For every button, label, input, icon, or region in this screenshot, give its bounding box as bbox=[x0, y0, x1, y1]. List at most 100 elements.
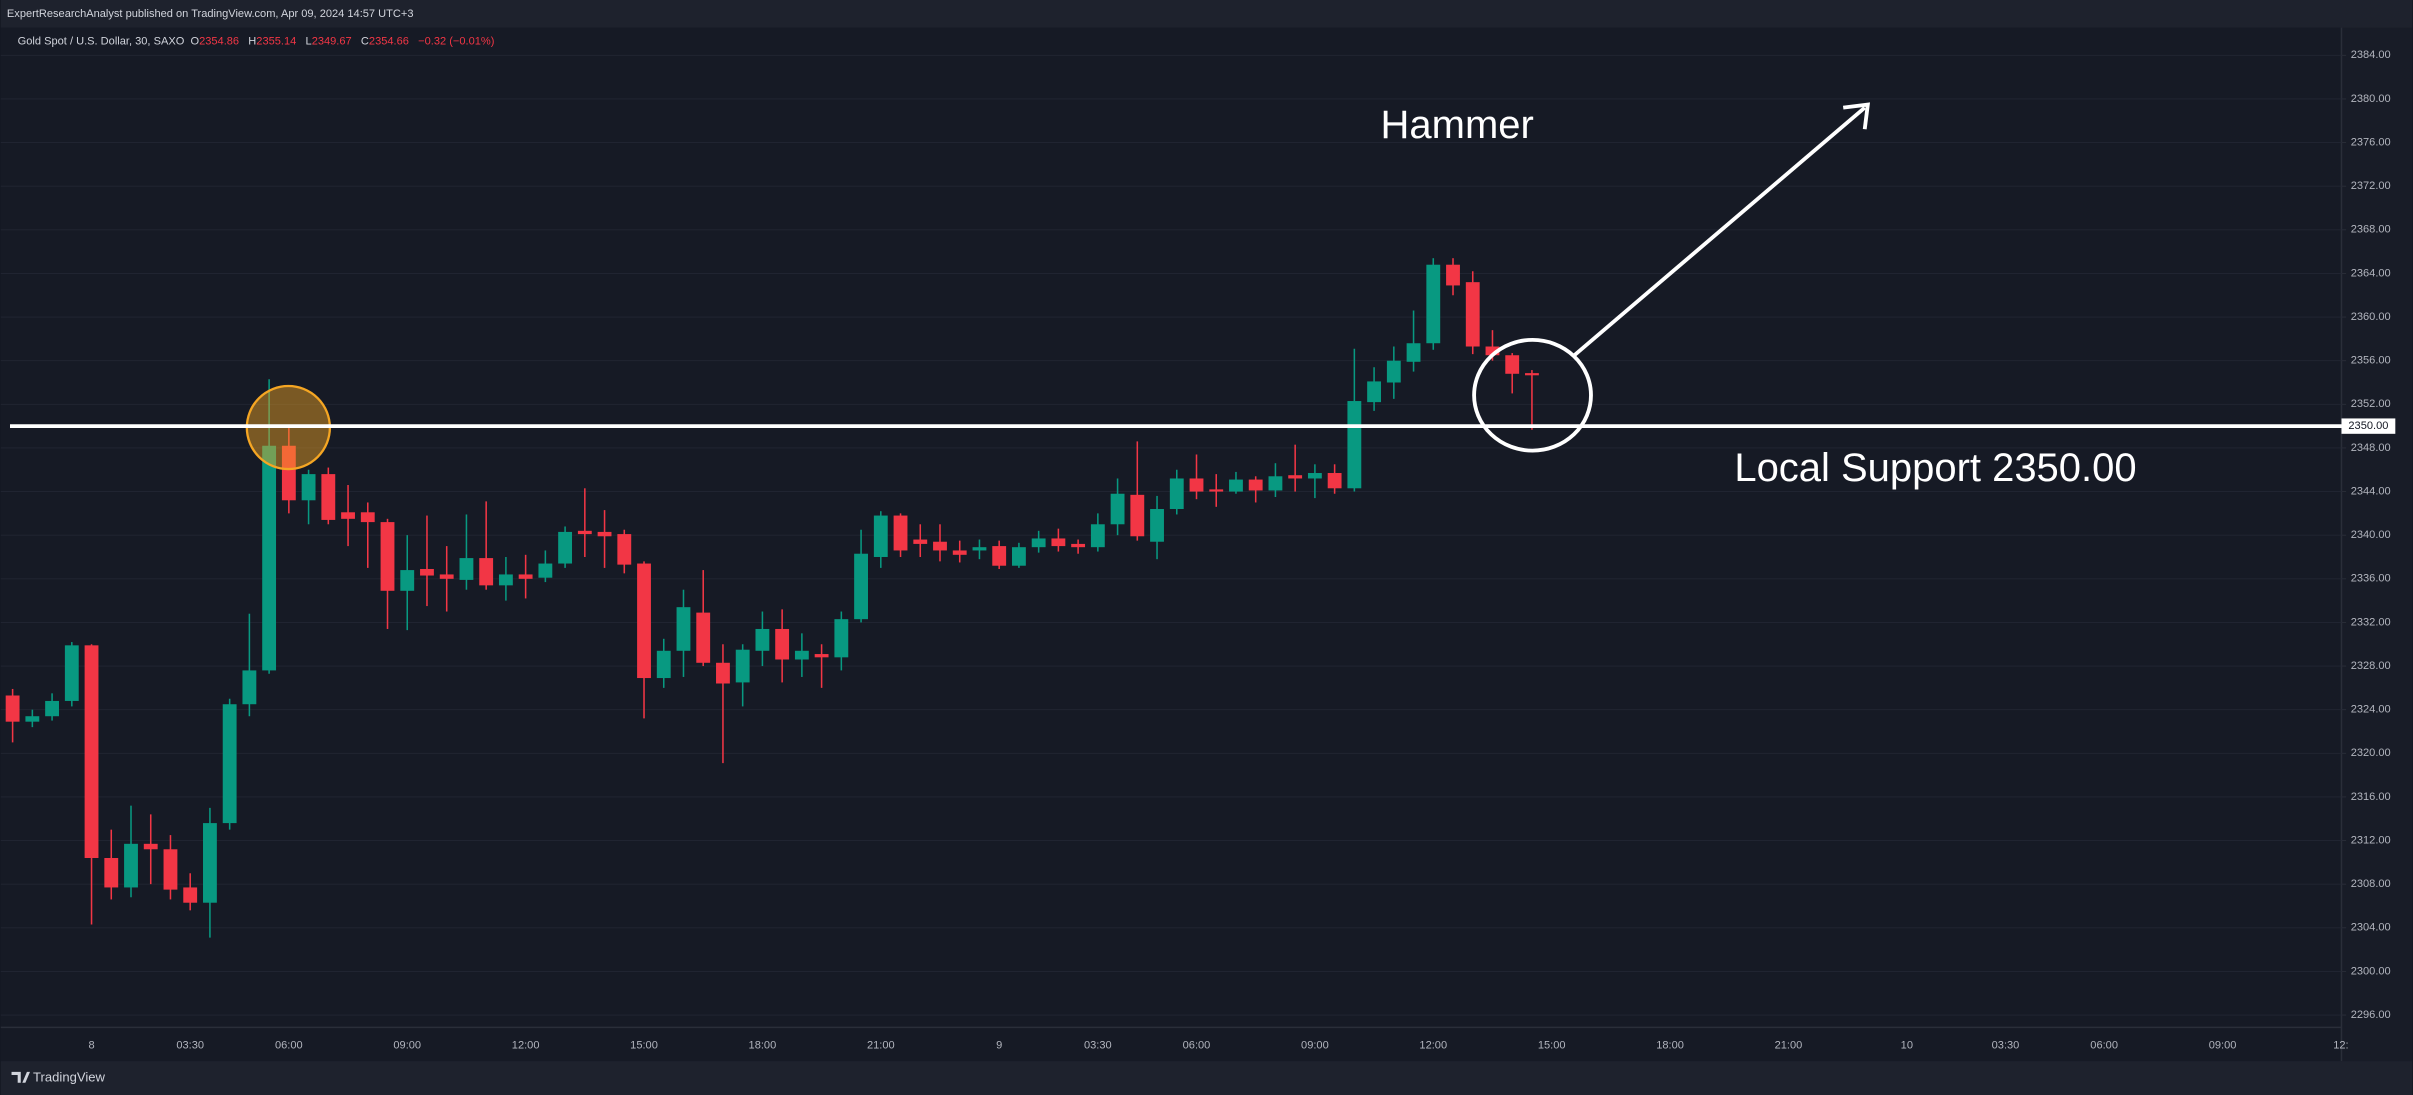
candle-body bbox=[341, 512, 355, 519]
candle-body bbox=[1465, 282, 1480, 347]
candle-body bbox=[873, 515, 888, 557]
y-tick-label: 2348.00 bbox=[2351, 442, 2391, 454]
candle-body bbox=[1505, 355, 1520, 374]
x-tick-label: 18:00 bbox=[1656, 1040, 1684, 1052]
x-tick-label: 12: bbox=[2333, 1040, 2348, 1052]
candles bbox=[5, 258, 1539, 938]
x-tick-label: 09:00 bbox=[1301, 1040, 1329, 1052]
legend-letter: O bbox=[190, 35, 199, 47]
candle-body bbox=[183, 887, 198, 903]
candle-body bbox=[1268, 476, 1283, 491]
y-tick-label: 2312.00 bbox=[2351, 834, 2391, 846]
candle-body bbox=[834, 619, 849, 658]
logo-mark bbox=[11, 1071, 30, 1083]
legend-title: Gold Spot / U.S. Dollar, 30, SAXO bbox=[18, 35, 185, 47]
candle-body bbox=[1288, 475, 1303, 479]
candle-body bbox=[518, 574, 533, 579]
x-tick-label: 18:00 bbox=[749, 1040, 777, 1052]
candle-body bbox=[1209, 489, 1224, 492]
candle-body bbox=[321, 474, 336, 520]
legend-value: 2355.14 bbox=[256, 35, 296, 47]
candle-body bbox=[25, 716, 40, 722]
candle-body bbox=[498, 574, 513, 586]
candle-body bbox=[913, 539, 928, 544]
y-tick-label: 2328.00 bbox=[2351, 660, 2391, 672]
candle-body bbox=[1446, 264, 1460, 286]
x-tick-label: 06:00 bbox=[1183, 1040, 1211, 1052]
candle-body bbox=[716, 662, 730, 684]
candle-body bbox=[479, 558, 494, 586]
candle-body bbox=[1229, 479, 1243, 492]
support-price-label: 2350.00 bbox=[2348, 420, 2388, 432]
y-tick-label: 2344.00 bbox=[2351, 485, 2391, 497]
candle-body bbox=[1110, 493, 1125, 525]
x-tick-label: 21:00 bbox=[1775, 1040, 1803, 1052]
candle-body bbox=[1367, 381, 1382, 403]
top-bar bbox=[0, 0, 2413, 28]
y-tick-label: 2356.00 bbox=[2351, 355, 2391, 367]
y-tick-label: 2336.00 bbox=[2351, 573, 2391, 585]
x-tick-label: 8 bbox=[88, 1040, 94, 1052]
y-tick-label: 2360.00 bbox=[2351, 311, 2391, 323]
y-tick-label: 2320.00 bbox=[2351, 747, 2391, 759]
candle-body bbox=[893, 515, 908, 551]
x-tick-label: 06:00 bbox=[275, 1040, 303, 1052]
arrow-line bbox=[1571, 106, 1866, 359]
candle-body bbox=[301, 474, 316, 501]
candle-body bbox=[242, 670, 257, 705]
y-tick-label: 2372.00 bbox=[2351, 180, 2391, 192]
legend-letter: H bbox=[248, 35, 256, 47]
candle-body bbox=[459, 558, 474, 580]
legend-letter: L bbox=[306, 35, 312, 47]
candle-body bbox=[1347, 401, 1362, 489]
candle-body bbox=[380, 522, 395, 591]
candle-body bbox=[577, 530, 592, 535]
candle-body bbox=[952, 550, 967, 555]
x-tick-label: 15:00 bbox=[630, 1040, 658, 1052]
y-tick-label: 2352.00 bbox=[2351, 398, 2391, 410]
candle-body bbox=[1406, 343, 1421, 362]
x-tick-label: 09:00 bbox=[393, 1040, 421, 1052]
y-tick-label: 2332.00 bbox=[2351, 616, 2391, 628]
candle-body bbox=[163, 849, 178, 890]
y-tick-label: 2296.00 bbox=[2351, 1009, 2391, 1021]
candle-body bbox=[676, 607, 691, 651]
x-tick-label: 10 bbox=[1901, 1040, 1913, 1052]
x-tick-label: 12:00 bbox=[1419, 1040, 1447, 1052]
candle-body bbox=[1090, 524, 1105, 548]
legend-value: 2349.67 bbox=[312, 35, 352, 47]
candle-body bbox=[84, 645, 99, 858]
y-tick-label: 2300.00 bbox=[2351, 965, 2391, 977]
arrow-head bbox=[1842, 102, 1871, 130]
x-tick-label: 12:00 bbox=[512, 1040, 540, 1052]
candle-body bbox=[45, 700, 59, 717]
candle-body bbox=[203, 823, 217, 903]
candle-body bbox=[617, 534, 632, 565]
candle-body bbox=[1051, 538, 1066, 547]
x-tick-label: 03:30 bbox=[1992, 1040, 2020, 1052]
y-tick-label: 2316.00 bbox=[2351, 791, 2391, 803]
candle-body bbox=[972, 547, 987, 551]
legend-value: 2354.66 bbox=[369, 35, 409, 47]
candle-body bbox=[775, 628, 790, 660]
candle-body bbox=[124, 843, 138, 888]
candle-body bbox=[755, 628, 770, 651]
candle-body bbox=[854, 553, 868, 620]
x-tick-label: 06:00 bbox=[2090, 1040, 2118, 1052]
candle-body bbox=[814, 654, 829, 658]
hammer-circle bbox=[1472, 337, 1593, 453]
candle-body bbox=[1011, 547, 1026, 566]
candle-body bbox=[1307, 473, 1322, 479]
plot-area bbox=[0, 27, 2342, 1062]
candle-body bbox=[794, 650, 809, 660]
logo bbox=[11, 1071, 30, 1083]
candle-body bbox=[1031, 538, 1046, 548]
candle-body bbox=[1189, 478, 1204, 492]
candle-body bbox=[1485, 346, 1500, 356]
candle-body bbox=[538, 563, 553, 578]
candle-body bbox=[558, 531, 573, 564]
candle-body bbox=[696, 612, 711, 663]
x-tick-label: 03:30 bbox=[176, 1040, 204, 1052]
